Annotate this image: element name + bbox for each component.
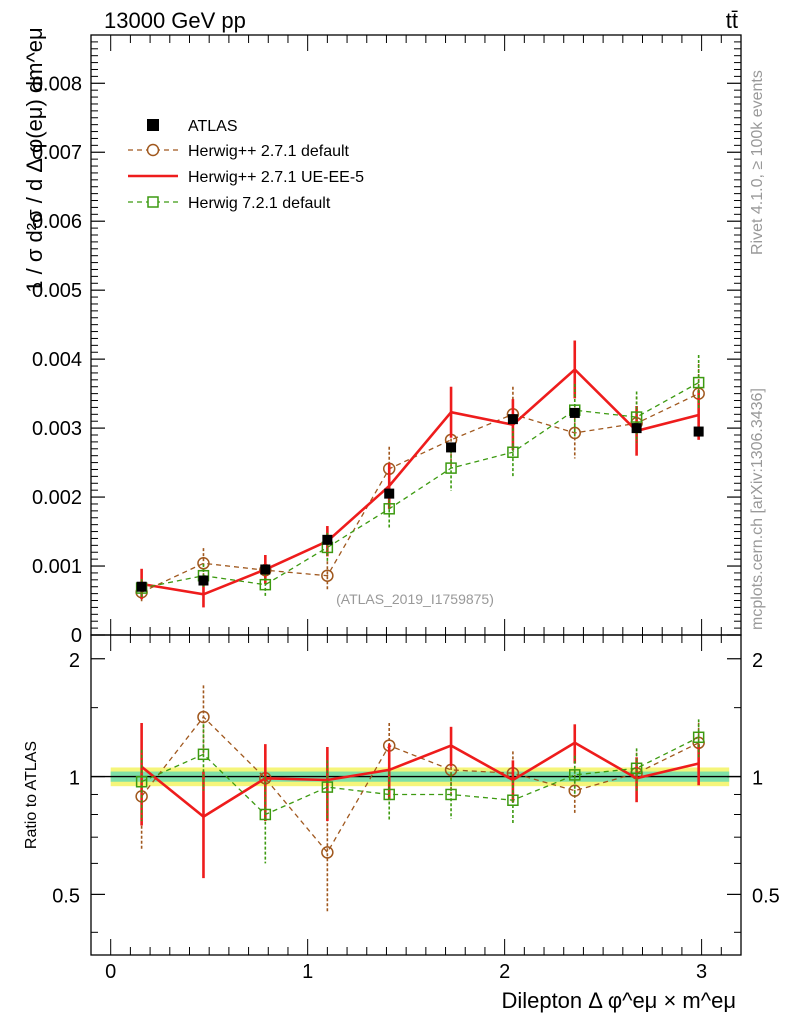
ratio-herwig-7-2-1-default-point bbox=[135, 775, 148, 788]
analysis-id-label: (ATLAS_2019_I1759875) bbox=[336, 591, 494, 607]
main-herwig-2-7-1-default-point bbox=[321, 569, 334, 582]
ratio-herwig-7-2-1-default-point bbox=[569, 769, 581, 781]
main-herwig-7-2-1-default-line bbox=[141, 382, 700, 589]
x-tick-label: 3 bbox=[696, 961, 707, 983]
x-tick-label: 0 bbox=[105, 961, 116, 983]
ratio-frame bbox=[90, 634, 742, 956]
x-axis-label: Dilepton Δ φ^eμ × m^eμ bbox=[501, 988, 736, 1013]
ratio-herwig-7-2-1-default-point bbox=[692, 731, 705, 744]
ratio-herwig-2-7-1-default-point bbox=[197, 710, 210, 724]
legend-herwig-2-7-1-default-label: Herwig++ 2.7.1 default bbox=[188, 143, 350, 160]
rivet-version-label: Rivet 4.1.0, ≥ 100k events bbox=[749, 70, 766, 255]
legend-atlas-label: ATLAS bbox=[188, 118, 238, 135]
x-tick-label: 2 bbox=[499, 961, 510, 983]
main-atlas-point bbox=[198, 575, 209, 586]
ratio-y-tick-label-right: 2 bbox=[752, 650, 763, 672]
main-herwig-2-7-1-default-point bbox=[197, 557, 210, 570]
legend-herwig-2-7-1-ue-ee-5-label: Herwig++ 2.7.1 UE-EE-5 bbox=[188, 169, 364, 186]
legend-herwig-7-2-1-default-label: Herwig 7.2.1 default bbox=[188, 195, 331, 212]
ratio-herwig-7-2-1-default-point bbox=[321, 781, 334, 793]
ratio-y-tick-label-right: 0.5 bbox=[752, 885, 780, 907]
legend-atlas-marker bbox=[147, 119, 159, 131]
ratio-ticks: 0.5 0.5 1 1 2 2 0 1 2 3 bbox=[52, 635, 780, 983]
ratio-herwig-2-7-1-ue-ee-5-line bbox=[140, 741, 700, 819]
main-herwig-7-2-1-default-point bbox=[692, 376, 705, 389]
main-y-axis-label: 1 / σ d²σ / d Δ φ(eμ) dm^eμ bbox=[22, 27, 47, 292]
main-atlas-point bbox=[631, 423, 642, 434]
ratio-herwig-7-2-1-default-point bbox=[259, 808, 272, 821]
main-atlas-point bbox=[507, 414, 518, 425]
main-atlas-point bbox=[260, 564, 271, 575]
header-right-label: tt̄ bbox=[726, 8, 738, 33]
main-panel: 0 0.001 0.002 0.003 0.004 0.005 0.006 0.007 0.00… bbox=[22, 27, 742, 647]
ratio-y-tick-label: 0.5 bbox=[52, 885, 80, 907]
main-y-tick-label: 0.003 bbox=[32, 418, 82, 440]
main-herwig-7-2-1-default-point bbox=[383, 503, 395, 515]
main-herwig-7-2-1-default-point bbox=[259, 578, 272, 591]
ratio-herwig-7-2-1-default-point bbox=[507, 794, 519, 806]
main-y-tick-label: 0.008 bbox=[32, 73, 82, 95]
main-atlas-point bbox=[136, 581, 147, 592]
main-y-tick-label: 0.007 bbox=[32, 142, 82, 164]
ratio-y-tick-label: 2 bbox=[69, 650, 80, 672]
header-left-label: 13000 GeV pp bbox=[104, 8, 246, 33]
ratio-herwig-7-2-1-default-point bbox=[383, 788, 395, 801]
main-marks bbox=[135, 340, 705, 608]
main-herwig-7-2-1-default-point bbox=[507, 446, 519, 458]
ratio-herwig-2-7-1-default-point bbox=[321, 846, 334, 859]
ratio-marks bbox=[91, 685, 741, 913]
main-atlas-point bbox=[569, 407, 580, 418]
main-y-tick-label: 0.004 bbox=[32, 349, 82, 371]
ratio-y-axis-label: Ratio to ATLAS bbox=[23, 741, 40, 849]
ratio-herwig-7-2-1-default-point bbox=[197, 748, 210, 761]
main-y-tick-label: 0.001 bbox=[32, 556, 82, 578]
ratio-y-tick-label-right: 1 bbox=[752, 768, 763, 790]
legend-herwig-7-2-1-default-marker bbox=[147, 196, 159, 208]
main-y-tick-label: 0.002 bbox=[32, 487, 82, 509]
main-y-tick-label: 0 bbox=[71, 625, 82, 647]
legend-herwig-2-7-1-default-marker bbox=[146, 143, 160, 157]
ratio-panel: 0.5 0.5 1 1 2 2 0 1 2 3 Ratio to ATLAS Dilepton Δ… bbox=[23, 634, 780, 1013]
main-y-tick-label: 0.006 bbox=[32, 211, 82, 233]
ratio-herwig-7-2-1-default-point bbox=[445, 788, 457, 801]
main-atlas-point bbox=[384, 488, 395, 499]
main-atlas-point bbox=[693, 426, 704, 437]
ratio-herwig-7-2-1-default-line bbox=[141, 736, 699, 816]
main-herwig-2-7-1-default-line bbox=[141, 393, 699, 593]
main-herwig-2-7-1-ue-ee-5-line bbox=[141, 367, 700, 596]
main-atlas-point bbox=[322, 534, 333, 545]
legend: ATLAS Herwig++ 2.7.1 default Herwig++ 2.7.… bbox=[128, 118, 364, 212]
main-herwig-7-2-1-default-point bbox=[445, 462, 457, 474]
main-herwig-7-2-1-default-point bbox=[630, 411, 643, 423]
mcplots-label: mcplots.cern.ch [arXiv:1306.3436] bbox=[749, 388, 766, 630]
x-tick-label: 1 bbox=[302, 961, 313, 983]
main-ticks: 0 0.001 0.002 0.003 0.004 0.005 0.006 0.007 0.00… bbox=[32, 34, 742, 647]
main-atlas-point bbox=[446, 442, 457, 453]
ratio-y-tick-label: 1 bbox=[69, 768, 80, 790]
main-herwig-2-7-1-default-point bbox=[568, 426, 582, 440]
ratio-herwig-7-2-1-default-point bbox=[630, 762, 643, 775]
main-y-tick-label: 0.005 bbox=[32, 280, 82, 302]
